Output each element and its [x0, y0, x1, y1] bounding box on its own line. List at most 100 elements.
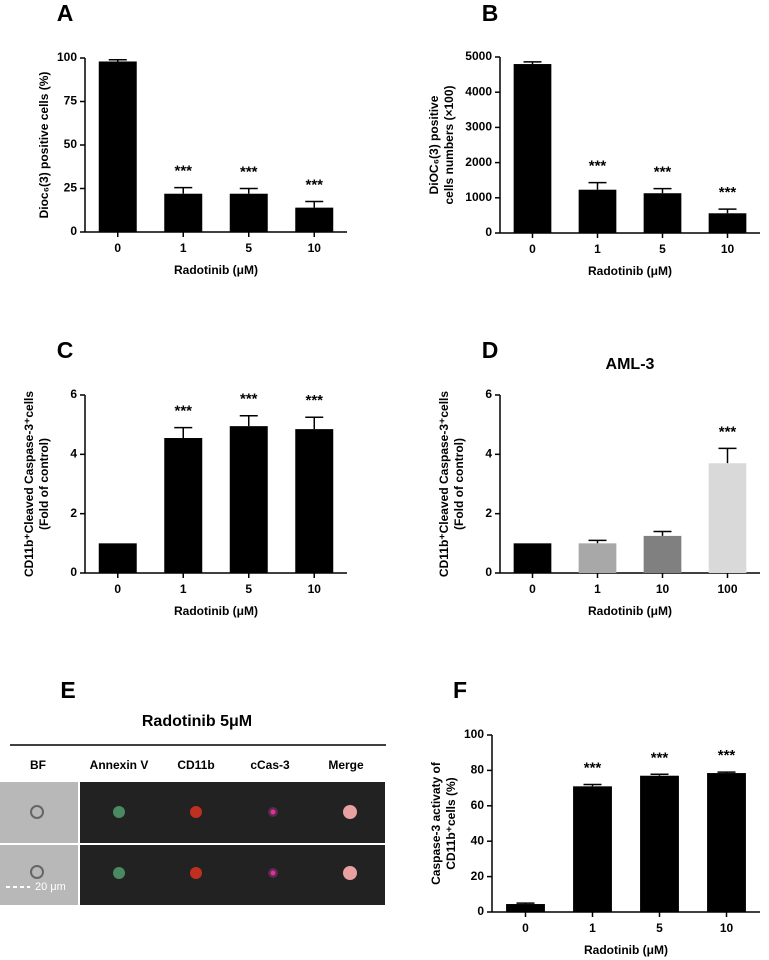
x-axis-label: Radotinib (μM)	[584, 943, 668, 957]
significance: ***	[174, 163, 192, 180]
x-tick-label: 10	[720, 921, 734, 935]
bar	[506, 904, 545, 912]
y-axis-label: cells numbers (×100)	[442, 85, 456, 204]
y-tick-label: 25	[64, 181, 78, 195]
y-tick-label: 5000	[465, 49, 492, 63]
x-axis-label: Radotinib (μM)	[174, 263, 258, 277]
x-tick-label: 1	[180, 241, 187, 255]
bar	[640, 775, 679, 912]
y-axis-label: CD11b⁺Cleaved Caspase-3⁺cells	[437, 391, 451, 577]
bar	[707, 773, 746, 912]
y-tick-label: 4	[70, 447, 77, 461]
x-tick-label: 1	[594, 582, 601, 596]
bar	[164, 438, 203, 573]
y-tick-label: 2	[70, 506, 77, 520]
significance: ***	[305, 392, 323, 409]
x-tick-label: 5	[659, 242, 666, 256]
panel-label: C	[57, 337, 74, 363]
x-tick-label: 5	[656, 921, 663, 935]
bar	[643, 193, 682, 233]
y-tick-label: 0	[70, 565, 77, 579]
significance: ***	[589, 158, 607, 175]
significance: ***	[240, 391, 258, 408]
y-tick-label: 100	[57, 50, 77, 64]
bar	[708, 213, 747, 233]
y-tick-label: 75	[64, 94, 78, 108]
y-tick-label: 6	[70, 387, 77, 401]
bar	[578, 543, 617, 573]
y-tick-label: 0	[485, 565, 492, 579]
x-tick-label: 5	[245, 241, 252, 255]
significance: ***	[719, 184, 737, 201]
x-tick-label: 0	[114, 241, 121, 255]
bar	[708, 463, 747, 573]
bar	[98, 543, 137, 573]
y-axis-label: (Fold of control)	[37, 438, 51, 530]
panel-label: A	[57, 0, 74, 26]
panel-label: F	[453, 677, 467, 703]
y-axis-label: Caspase-3 activaty of	[429, 761, 443, 885]
y-axis-label: (Fold of control)	[452, 438, 466, 530]
y-tick-label: 50	[64, 137, 78, 151]
bar	[295, 207, 334, 232]
panel-label: E	[60, 677, 75, 703]
significance: ***	[719, 423, 737, 440]
significance: ***	[718, 747, 736, 764]
x-axis-label: Radotinib (μM)	[174, 604, 258, 618]
y-tick-label: 3000	[465, 120, 492, 134]
y-tick-label: 2	[485, 506, 492, 520]
x-tick-label: 1	[589, 921, 596, 935]
significance: ***	[584, 760, 602, 777]
significance: ***	[654, 164, 672, 181]
column-header: BF	[30, 758, 46, 772]
y-tick-label: 100	[464, 727, 484, 741]
bar	[98, 61, 137, 233]
y-tick-label: 1000	[465, 190, 492, 204]
y-tick-label: 4000	[465, 84, 492, 98]
x-tick-label: 0	[529, 242, 536, 256]
panel-label: D	[482, 337, 499, 363]
significance: ***	[174, 403, 192, 420]
column-header: CD11b	[177, 758, 214, 772]
x-tick-label: 1	[180, 582, 187, 596]
x-tick-label: 0	[114, 582, 121, 596]
significance: ***	[651, 749, 669, 766]
bar	[643, 535, 682, 573]
y-tick-label: 60	[471, 798, 485, 812]
column-header: Merge	[328, 758, 364, 772]
x-axis-label: Radotinib (μM)	[588, 264, 672, 278]
panel-title: Radotinib 5μM	[142, 713, 252, 730]
column-header: cCas-3	[250, 758, 290, 772]
bar	[513, 64, 552, 233]
y-tick-label: 40	[471, 833, 485, 847]
y-tick-label: 0	[477, 904, 484, 918]
scale-label: 20 μm	[35, 881, 66, 893]
x-tick-label: 10	[721, 242, 735, 256]
bar	[578, 189, 617, 233]
significance: ***	[240, 163, 258, 180]
y-axis-label: CD11b⁺Cleaved Caspase-3⁺cells	[22, 391, 36, 577]
x-tick-label: 10	[308, 241, 322, 255]
y-tick-label: 0	[485, 225, 492, 239]
significance: ***	[305, 177, 323, 194]
x-axis-label: Radotinib (μM)	[588, 604, 672, 618]
x-tick-label: 1	[594, 242, 601, 256]
y-tick-label: 6	[485, 387, 492, 401]
bar	[295, 429, 334, 573]
bar	[573, 786, 612, 912]
y-tick-label: 2000	[465, 155, 492, 169]
x-tick-label: 100	[717, 582, 737, 596]
y-axis-label: CD11b⁺cells (%)	[444, 777, 458, 869]
y-axis-label: DiOC₆(3) positive	[427, 95, 441, 194]
bar	[513, 543, 552, 573]
x-tick-label: 10	[656, 582, 670, 596]
y-axis-label: Dioc₆(3) positive cells (%)	[37, 72, 51, 219]
bar	[229, 426, 268, 573]
y-tick-label: 4	[485, 447, 492, 461]
panel-label: B	[482, 0, 499, 26]
bar	[229, 193, 268, 232]
y-tick-label: 80	[471, 763, 485, 777]
y-tick-label: 20	[471, 869, 485, 883]
x-tick-label: 10	[308, 582, 322, 596]
